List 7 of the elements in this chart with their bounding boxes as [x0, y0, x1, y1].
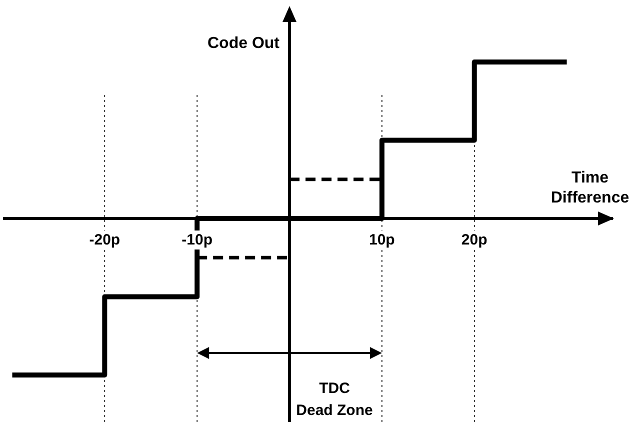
- x-tick-label: 20p: [461, 232, 488, 248]
- x-tick-label: -10p: [182, 232, 213, 248]
- text: TDC Dead Zone: [296, 380, 373, 419]
- x-axis-title: Time Difference: [550, 170, 630, 206]
- x-tick-label: 10p: [369, 232, 395, 248]
- x-tick-label: -20p: [89, 232, 120, 248]
- y-axis-title: Code Out: [208, 35, 280, 52]
